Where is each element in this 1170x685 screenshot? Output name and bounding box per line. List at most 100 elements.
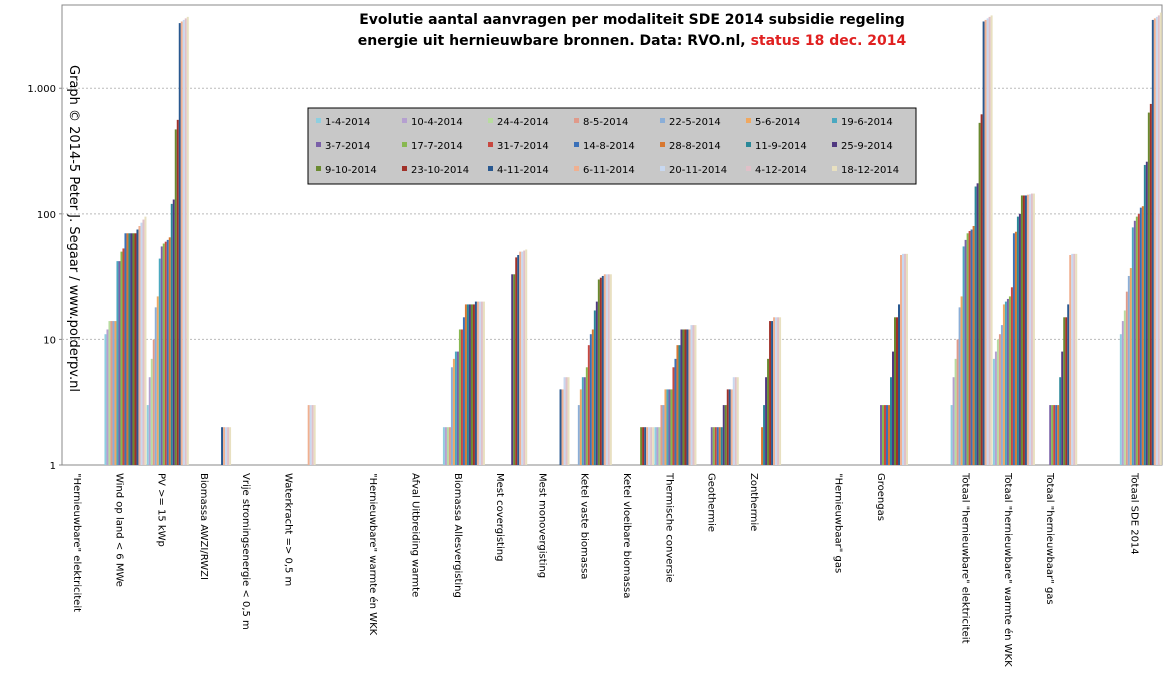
bar [476, 301, 479, 465]
bar [692, 325, 695, 465]
bar [156, 296, 159, 465]
bar [140, 222, 143, 465]
bar [646, 427, 649, 465]
legend: 1-4-2014 10-4-2014 24-4-2014 8-5-2014 22-5-2… [307, 107, 917, 185]
bar [1063, 317, 1066, 465]
bar [521, 251, 524, 465]
legend-swatch [660, 118, 665, 123]
x-tick-label: Zonthermie [748, 473, 759, 531]
bar [674, 358, 677, 465]
legend-swatch [832, 118, 837, 123]
legend-label: 20-11-2014 [669, 165, 727, 176]
x-tick-label: PV >= 15 kWp [156, 473, 167, 547]
legend-label: 23-10-2014 [411, 165, 469, 176]
bar [168, 237, 171, 465]
legend-label: 1-4-2014 [325, 117, 370, 128]
legend-swatch [316, 142, 321, 147]
bar [771, 321, 774, 465]
bar [954, 358, 957, 465]
legend-swatch [746, 118, 751, 123]
chart-title: energie uit hernieuwbare bronnen. Data: … [358, 33, 907, 49]
bar [313, 405, 316, 465]
bar [148, 377, 151, 465]
bar [654, 427, 657, 465]
bar [668, 389, 671, 465]
bar [972, 225, 975, 465]
bar [307, 405, 310, 465]
bar [888, 405, 890, 465]
bar [452, 358, 455, 465]
bar [442, 427, 445, 465]
bar [601, 275, 604, 465]
x-tick-label: Biomassa AWZI/RWZI [198, 473, 209, 580]
y-tick-label: 1.000 [27, 84, 56, 95]
bar [996, 339, 999, 465]
bar [978, 122, 981, 465]
bar [992, 358, 995, 465]
bar [976, 183, 979, 466]
bar [1006, 298, 1009, 465]
legend-swatch [402, 142, 407, 147]
bar [593, 310, 596, 465]
bar [882, 405, 884, 465]
bar [482, 301, 485, 465]
bar [904, 253, 906, 465]
bar [1010, 287, 1013, 465]
bar [958, 307, 961, 465]
legend-label: 28-8-2014 [669, 141, 721, 152]
bar [720, 427, 723, 465]
bar [106, 329, 109, 465]
bar [311, 405, 314, 465]
bar [579, 389, 582, 465]
bar [656, 427, 659, 465]
bar [644, 427, 647, 465]
bar [1119, 334, 1122, 465]
x-tick-label: Thermische conversie [663, 472, 674, 583]
bar [974, 186, 977, 465]
bar [523, 250, 526, 465]
bar [112, 321, 115, 465]
bar [174, 129, 177, 465]
legend-label: 17-7-2014 [411, 141, 463, 152]
bar [1049, 405, 1052, 465]
bar [567, 377, 570, 465]
bar [761, 427, 764, 465]
bar [120, 251, 123, 465]
bar [116, 261, 119, 465]
bar [765, 377, 768, 465]
bar [666, 389, 669, 465]
bar [1075, 253, 1078, 465]
bar [128, 233, 131, 465]
legend-swatch [316, 118, 321, 123]
bar [444, 427, 447, 465]
bar [896, 317, 898, 465]
bar [182, 19, 185, 465]
bar [1135, 216, 1138, 465]
credit: Graph © 2014-5 Peter J. Segaar / www.pol… [66, 65, 81, 392]
bar [988, 16, 991, 465]
bar [178, 23, 181, 466]
bar [599, 277, 602, 465]
x-tick-label: Totaal "hernieuwbaar" gas [1044, 472, 1055, 605]
bar [158, 258, 161, 465]
bar [1067, 304, 1070, 465]
bar [559, 389, 562, 465]
bar [884, 405, 886, 465]
legend-swatch [402, 118, 407, 123]
bar [763, 405, 766, 465]
bar [589, 334, 592, 465]
legend-label: 5-6-2014 [755, 117, 800, 128]
bar [779, 317, 782, 465]
chart-title: energie uit hernieuwbare bronnen. Data: … [358, 33, 746, 49]
bar [894, 317, 896, 465]
bar [1020, 195, 1023, 466]
x-tick-label: Ketel vaste biomassa [579, 473, 590, 579]
legend-label: 31-7-2014 [497, 141, 549, 152]
legend-swatch [574, 142, 579, 147]
bar [176, 119, 179, 466]
bar [1012, 233, 1015, 465]
bar [474, 301, 477, 465]
bar [1030, 193, 1033, 465]
bar [114, 321, 117, 465]
